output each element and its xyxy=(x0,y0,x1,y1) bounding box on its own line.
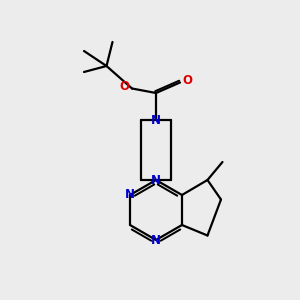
Text: N: N xyxy=(151,113,161,127)
Text: O: O xyxy=(182,74,193,88)
Text: N: N xyxy=(125,188,135,202)
Text: N: N xyxy=(151,173,161,187)
Text: O: O xyxy=(119,80,130,94)
Text: N: N xyxy=(151,233,161,247)
